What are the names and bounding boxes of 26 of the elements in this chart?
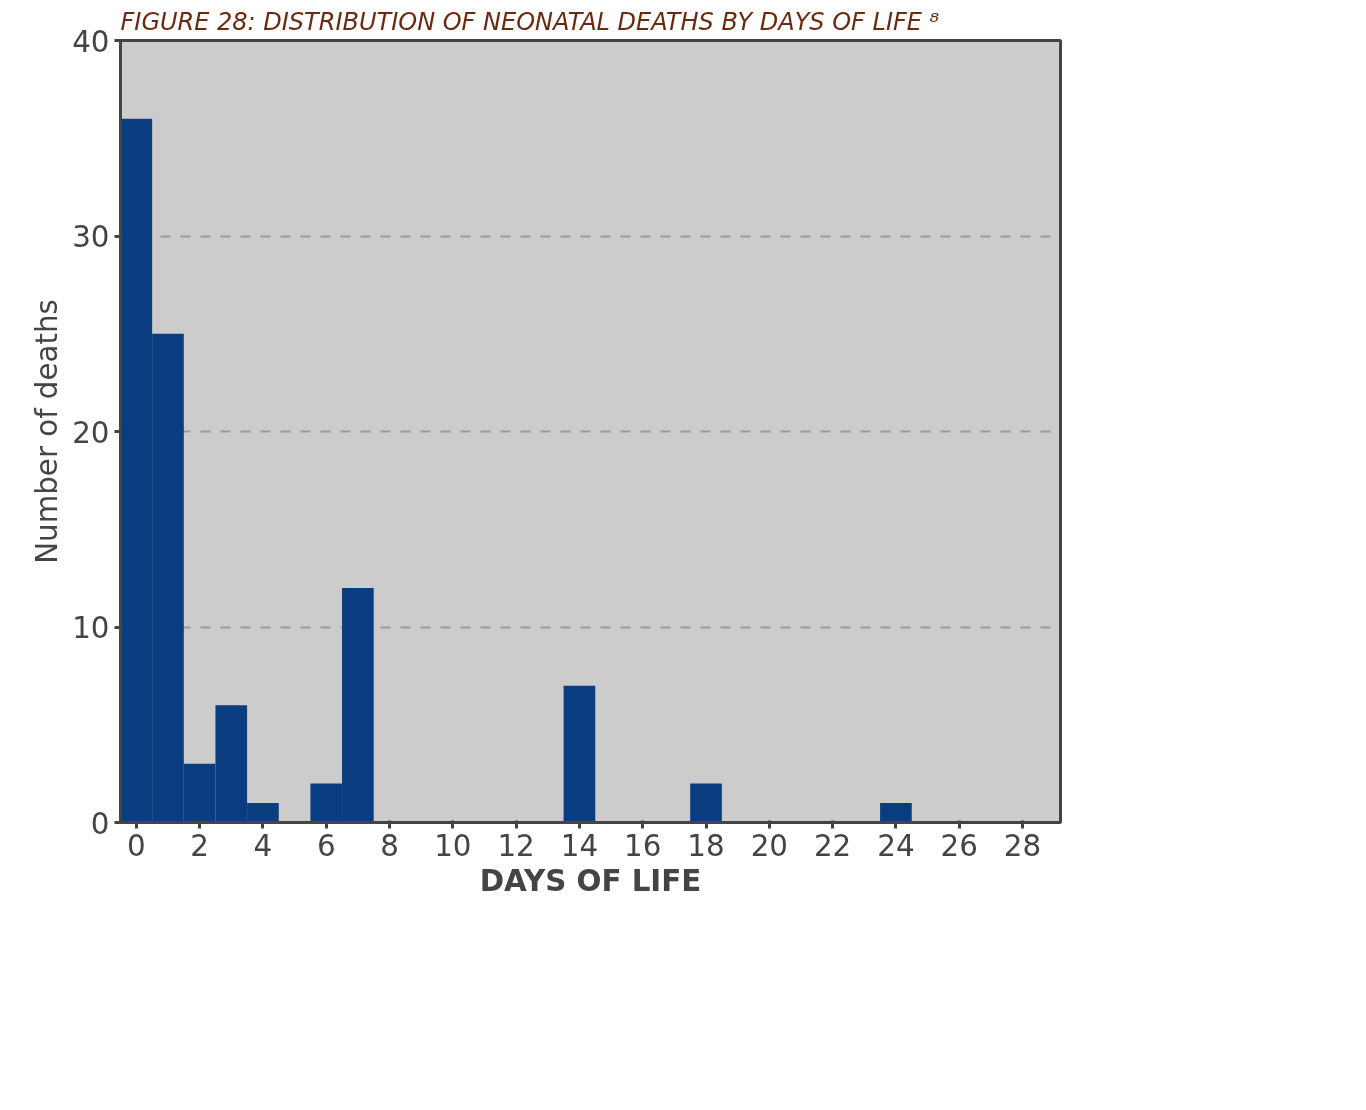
bar [690, 783, 722, 823]
x-tick-label: 26 [940, 828, 978, 863]
x-tick-label: 18 [687, 828, 725, 863]
x-tick-label: 2 [190, 828, 209, 863]
bar [880, 802, 912, 823]
x-tick-label: 16 [624, 828, 662, 863]
x-tick-label: 24 [877, 828, 915, 863]
y-tick-label: 10 [72, 611, 110, 645]
x-tick-label: 0 [127, 828, 146, 863]
y-tick-label: 0 [90, 806, 110, 841]
x-tick-label: 4 [253, 828, 273, 863]
x-tick-label: 22 [813, 828, 852, 863]
y-tick-label: 40 [72, 24, 110, 59]
x-tick-label: 12 [497, 828, 535, 863]
x-tick-label: 8 [380, 828, 399, 863]
y-tick-label: 20 [72, 415, 110, 450]
x-tick-label: 14 [560, 828, 599, 863]
x-tick-label: 6 [316, 828, 336, 863]
x-tick-label: 20 [750, 828, 788, 863]
y-tick-label: 30 [72, 220, 110, 254]
x-tick-label: 10 [434, 828, 472, 863]
x-tick-label: 28 [1003, 828, 1042, 863]
y-axis-title: Number of deaths [30, 299, 65, 564]
chart-title: FIGURE 28: DISTRIBUTION OF NEONATAL DEATHS BY DAYS OF LIFE ⁸ [120, 7, 940, 36]
bar [563, 685, 596, 823]
x-axis-title: DAYS OF LIFE [479, 863, 702, 898]
